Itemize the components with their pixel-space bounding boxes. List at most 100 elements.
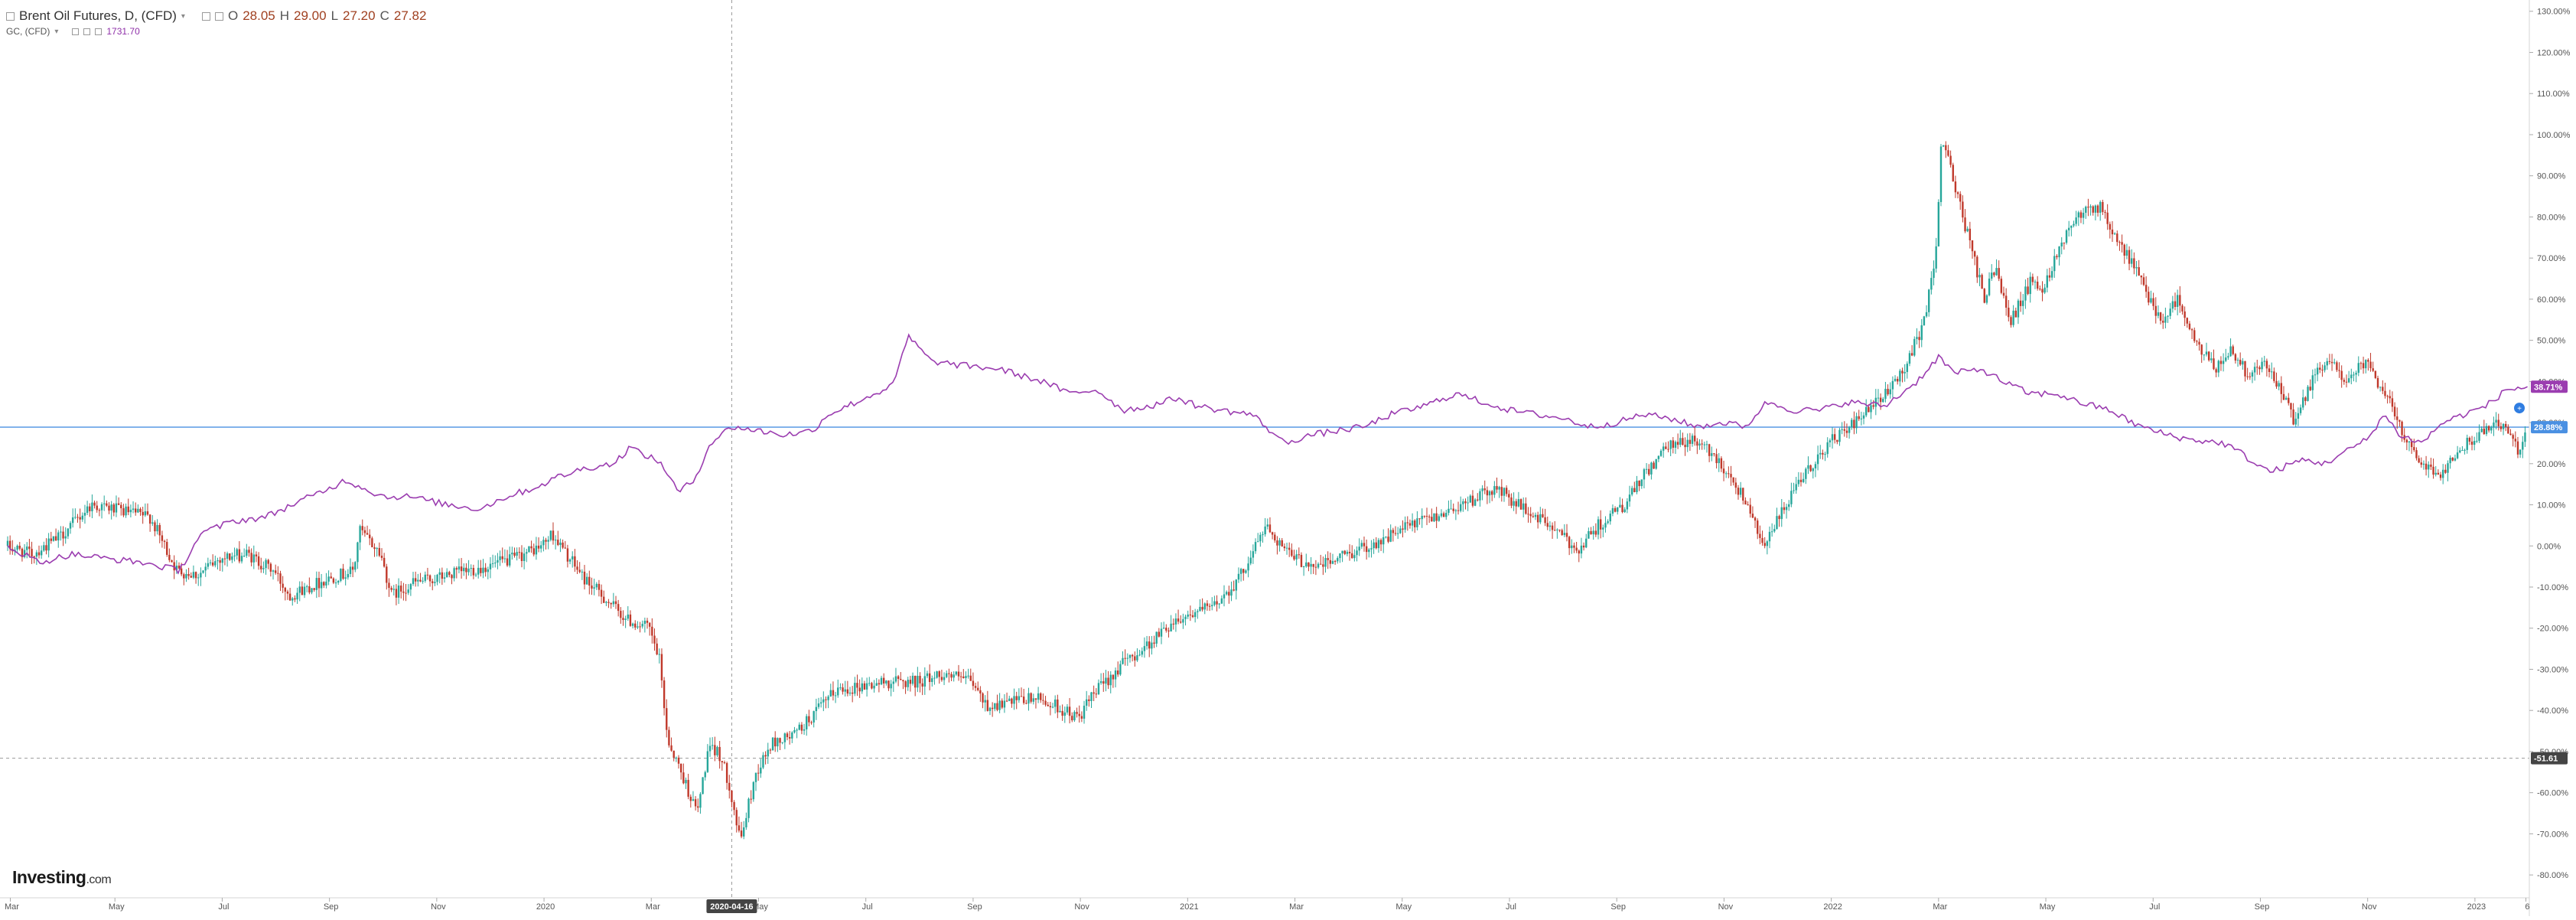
- candle[interactable]: [74, 508, 77, 520]
- candle[interactable]: [965, 671, 967, 684]
- candle[interactable]: [1375, 537, 1377, 550]
- candle[interactable]: [60, 526, 62, 541]
- candle[interactable]: [2355, 370, 2357, 383]
- candle[interactable]: [878, 679, 881, 693]
- candle[interactable]: [885, 680, 887, 686]
- candle[interactable]: [1414, 519, 1416, 533]
- candle[interactable]: [1124, 649, 1126, 666]
- candle[interactable]: [566, 544, 569, 568]
- candle[interactable]: [1346, 550, 1349, 556]
- candle[interactable]: [284, 586, 287, 601]
- candle[interactable]: [675, 756, 678, 762]
- candle[interactable]: [1182, 613, 1184, 629]
- candle[interactable]: [711, 737, 714, 750]
- candle[interactable]: [1242, 569, 1245, 581]
- candle[interactable]: [100, 502, 103, 519]
- candle[interactable]: [106, 500, 108, 507]
- candle[interactable]: [1442, 511, 1445, 517]
- candle[interactable]: [2073, 220, 2075, 228]
- candle[interactable]: [1887, 384, 1889, 396]
- candle[interactable]: [1211, 597, 1213, 611]
- candle[interactable]: [148, 514, 151, 532]
- candle[interactable]: [921, 678, 923, 696]
- candle[interactable]: [622, 610, 624, 626]
- candle[interactable]: [1645, 463, 1648, 475]
- candle[interactable]: [1034, 698, 1037, 709]
- candle[interactable]: [2082, 207, 2085, 225]
- candle[interactable]: [441, 567, 444, 586]
- candle[interactable]: [1715, 449, 1718, 469]
- candle[interactable]: [207, 557, 210, 569]
- candle[interactable]: [1180, 615, 1182, 624]
- candle[interactable]: [1213, 595, 1216, 607]
- candle[interactable]: [2089, 204, 2092, 216]
- candle[interactable]: [1599, 510, 1602, 539]
- candle[interactable]: [1662, 442, 1665, 458]
- candle[interactable]: [1539, 507, 1542, 524]
- candle[interactable]: [1918, 331, 1920, 348]
- candle[interactable]: [1831, 427, 1834, 449]
- candle[interactable]: [395, 584, 398, 605]
- candle[interactable]: [52, 536, 55, 542]
- candle[interactable]: [2444, 464, 2447, 475]
- candle[interactable]: [1609, 510, 1611, 525]
- candle[interactable]: [634, 620, 637, 631]
- candle[interactable]: [631, 622, 634, 629]
- candle[interactable]: [67, 528, 70, 540]
- candle[interactable]: [725, 762, 728, 790]
- candle[interactable]: [1013, 688, 1015, 710]
- candle[interactable]: [62, 526, 64, 546]
- candle[interactable]: [1573, 542, 1575, 553]
- candle[interactable]: [1833, 428, 1836, 444]
- candle[interactable]: [1515, 498, 1517, 514]
- candle[interactable]: [769, 748, 772, 755]
- candle[interactable]: [2121, 234, 2123, 253]
- candle[interactable]: [151, 515, 154, 527]
- candle[interactable]: [2258, 365, 2261, 375]
- candle[interactable]: [2476, 432, 2478, 443]
- candle[interactable]: [363, 527, 366, 537]
- candle[interactable]: [2239, 352, 2242, 367]
- candle[interactable]: [1237, 567, 1240, 583]
- candle[interactable]: [2386, 394, 2389, 404]
- candle[interactable]: [1619, 497, 1621, 508]
- candle[interactable]: [1308, 562, 1310, 572]
- candle[interactable]: [1068, 698, 1071, 724]
- candle[interactable]: [2428, 461, 2430, 478]
- candle[interactable]: [2280, 376, 2283, 403]
- candle[interactable]: [1076, 707, 1078, 718]
- candle[interactable]: [1356, 546, 1358, 562]
- candle[interactable]: [349, 558, 352, 578]
- candle[interactable]: [286, 589, 289, 600]
- candle[interactable]: [474, 573, 477, 577]
- candle[interactable]: [1450, 499, 1452, 510]
- candle[interactable]: [1295, 550, 1298, 566]
- candle[interactable]: [2524, 426, 2526, 447]
- candle[interactable]: [177, 562, 181, 569]
- candle[interactable]: [1148, 636, 1151, 657]
- compare-hide-icon[interactable]: [83, 28, 91, 35]
- candle[interactable]: [528, 546, 530, 553]
- candle[interactable]: [1329, 552, 1332, 569]
- candle[interactable]: [1505, 485, 1508, 497]
- candle[interactable]: [1259, 532, 1262, 547]
- candle[interactable]: [467, 560, 470, 576]
- candle[interactable]: [183, 573, 185, 586]
- candle[interactable]: [1177, 609, 1180, 625]
- candle[interactable]: [1522, 497, 1525, 517]
- candle[interactable]: [1568, 535, 1571, 556]
- candle[interactable]: [1486, 486, 1489, 504]
- candle[interactable]: [1621, 498, 1623, 514]
- candle[interactable]: [2128, 246, 2131, 271]
- candle[interactable]: [2493, 416, 2495, 436]
- candle[interactable]: [670, 737, 672, 752]
- candle[interactable]: [1008, 695, 1011, 702]
- candle[interactable]: [388, 578, 390, 597]
- candle[interactable]: [936, 670, 938, 679]
- candle[interactable]: [81, 512, 83, 522]
- candle[interactable]: [733, 800, 735, 816]
- candle[interactable]: [738, 816, 741, 833]
- candle[interactable]: [979, 686, 982, 702]
- candle[interactable]: [1298, 547, 1301, 560]
- candle[interactable]: [407, 584, 409, 595]
